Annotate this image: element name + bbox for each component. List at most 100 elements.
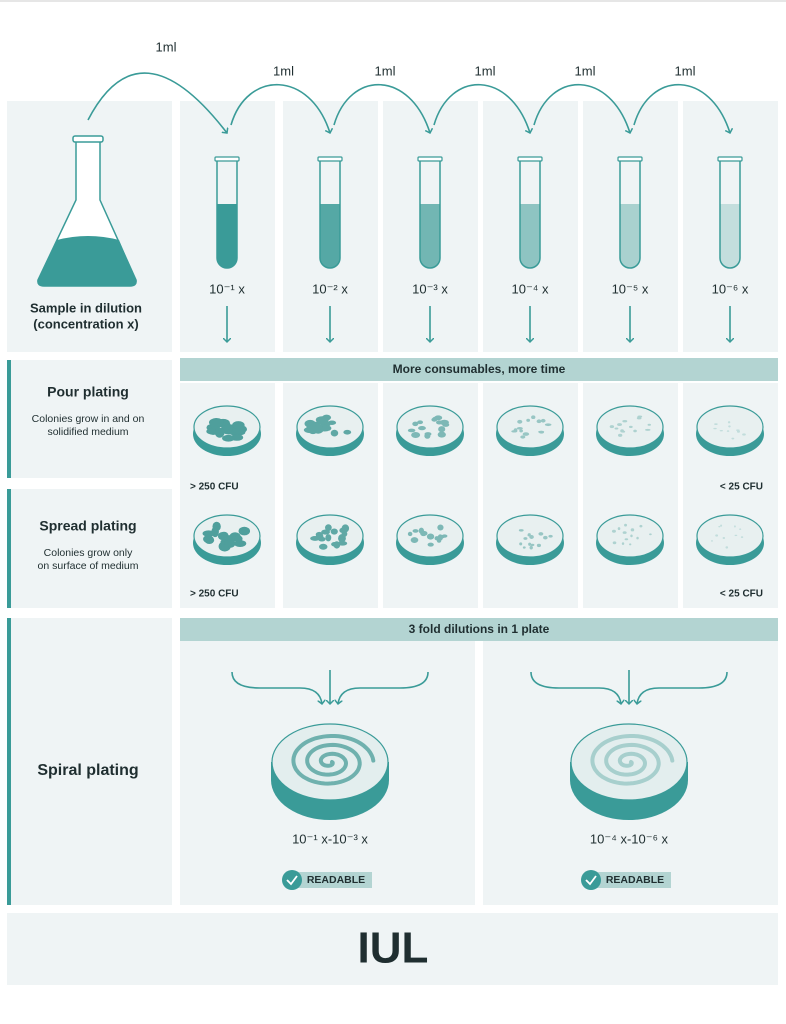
colony — [234, 535, 243, 543]
colony — [538, 532, 544, 536]
colony — [529, 545, 533, 550]
transfer-label: 1ml — [475, 63, 496, 78]
colony — [739, 528, 742, 530]
colony — [221, 544, 229, 552]
badge-check — [585, 875, 597, 886]
colony — [645, 428, 651, 431]
arrow — [87, 72, 227, 133]
transfer-label: 1ml — [375, 63, 396, 78]
arrow — [433, 83, 530, 133]
colony — [742, 433, 746, 436]
colony — [517, 419, 523, 424]
colony — [341, 524, 350, 533]
colony — [438, 426, 446, 433]
colony — [636, 536, 639, 540]
transfer-label: 1ml — [675, 63, 696, 78]
colony — [318, 536, 326, 542]
colony — [407, 428, 416, 433]
colony — [436, 420, 443, 425]
cfu-label: < 25 CFU — [720, 482, 763, 493]
colony — [217, 532, 227, 541]
badge-icon — [282, 870, 302, 890]
colony — [617, 527, 621, 531]
arrow — [231, 671, 322, 704]
colony — [618, 433, 623, 437]
banner-text: More consumables, more time — [393, 362, 566, 376]
cfu-label: > 250 CFU — [190, 589, 239, 600]
tube-liquid — [320, 204, 340, 268]
arrow — [533, 83, 630, 133]
sample-label: (concentration x) — [33, 316, 138, 331]
panel-accent — [7, 360, 11, 478]
panel-accent — [7, 489, 11, 608]
colony — [330, 429, 339, 437]
colony — [315, 531, 323, 538]
tube — [519, 160, 541, 269]
banner — [180, 618, 778, 641]
arrow — [338, 671, 429, 704]
badge-check — [286, 875, 298, 886]
section-title: Spiral plating — [37, 762, 138, 779]
dish — [696, 514, 764, 558]
dilution-label: 10⁻⁵ x — [612, 281, 649, 296]
colony — [212, 521, 221, 532]
colony — [238, 526, 251, 536]
colony — [629, 543, 632, 546]
colony — [518, 529, 524, 532]
colony — [442, 422, 450, 427]
panel — [7, 489, 172, 608]
colony — [536, 419, 542, 424]
transfer-label: 1ml — [575, 63, 596, 78]
section-desc: solidified medium — [47, 426, 128, 438]
tube-rim — [214, 156, 240, 162]
dish — [596, 514, 664, 558]
colony — [522, 432, 530, 436]
colony — [412, 529, 419, 533]
colony — [309, 423, 323, 431]
flask-rim — [72, 135, 104, 143]
colony — [628, 425, 633, 428]
badge-icon — [581, 870, 601, 890]
dilution-label: 10⁻⁴ x — [511, 281, 549, 296]
colony — [530, 543, 535, 547]
colony — [633, 429, 637, 433]
colony — [424, 433, 431, 439]
colony — [319, 543, 328, 550]
colony — [528, 542, 532, 546]
colony — [208, 418, 224, 427]
panel-accent — [7, 618, 11, 905]
arrow — [633, 83, 730, 133]
colony — [436, 538, 442, 543]
colony — [639, 524, 643, 528]
tube — [319, 160, 341, 269]
tube — [419, 160, 441, 269]
colony — [232, 421, 245, 430]
colony — [734, 525, 736, 528]
colony — [734, 534, 738, 537]
transfer-label: 1ml — [273, 63, 294, 78]
colony — [418, 425, 426, 431]
transfer-label: 1ml — [156, 39, 177, 54]
dish — [396, 405, 464, 449]
colony — [719, 430, 723, 432]
colony — [622, 531, 627, 534]
colony — [726, 430, 730, 432]
colony — [711, 540, 713, 542]
colony — [516, 426, 523, 430]
colony — [437, 431, 446, 438]
colony — [649, 533, 652, 536]
colony — [432, 416, 441, 421]
tube-liquid — [217, 204, 237, 268]
tube-rim — [317, 156, 343, 162]
tube-liquid — [720, 204, 740, 268]
colony — [612, 541, 617, 545]
colony — [621, 542, 625, 545]
dilution-label: 10⁻³ x — [412, 281, 448, 296]
colony — [529, 535, 534, 539]
colony — [636, 416, 642, 420]
colony — [527, 533, 531, 537]
spiral — [590, 734, 675, 786]
colony — [427, 542, 434, 547]
dilution-label: 10⁻¹ x — [209, 281, 245, 296]
